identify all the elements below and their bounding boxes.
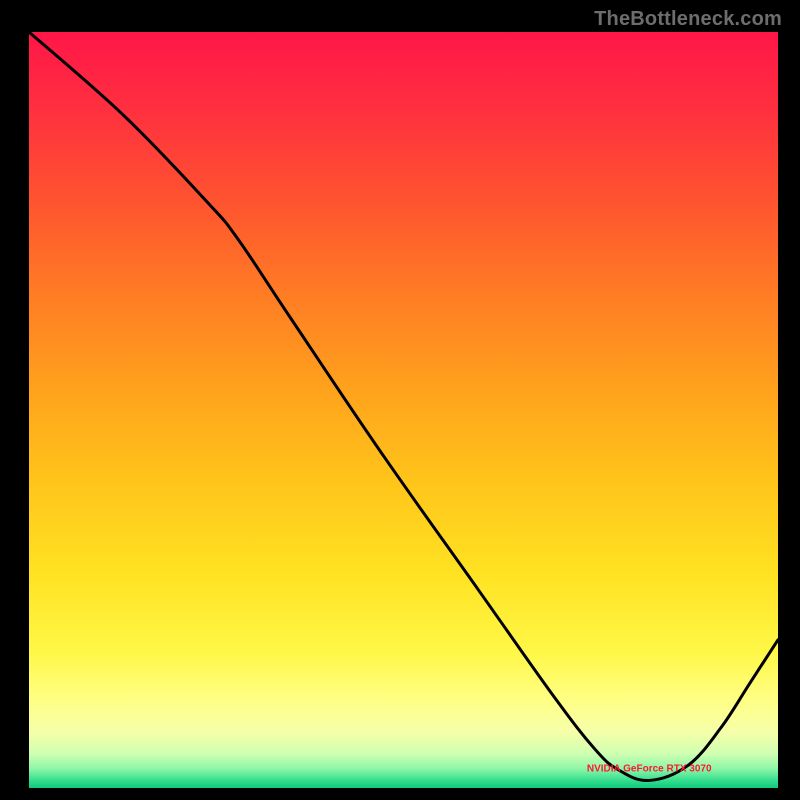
series-label: NVIDIA GeForce RTX 3070 bbox=[587, 764, 712, 775]
chart-stage: TheBottleneck.com NVIDIA GeForce RTX 307… bbox=[0, 0, 800, 800]
watermark-text: TheBottleneck.com bbox=[594, 8, 782, 31]
curve-layer bbox=[29, 32, 778, 788]
curve-path bbox=[29, 32, 778, 781]
plot-area: NVIDIA GeForce RTX 3070 bbox=[27, 30, 780, 790]
